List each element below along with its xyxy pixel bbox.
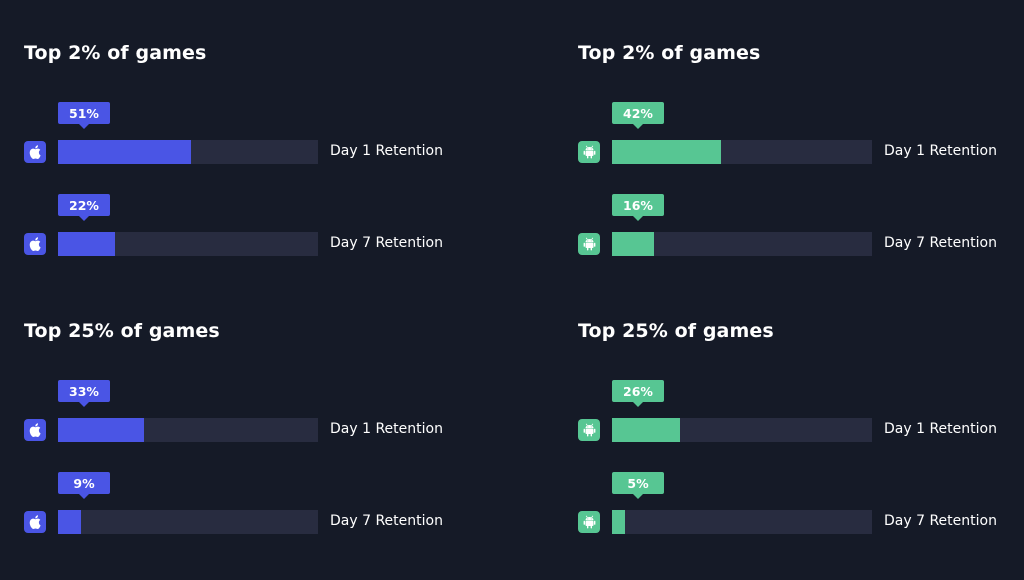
chart-title: Top 2% of games	[578, 42, 761, 64]
apple-icon	[24, 511, 46, 533]
bar-fill	[58, 510, 82, 534]
metric-label: Day 7 Retention	[884, 513, 997, 529]
metric-label: Day 1 Retention	[884, 421, 997, 437]
chart-title: Top 2% of games	[24, 42, 207, 64]
bar-fill	[612, 140, 722, 164]
value-badge: 5%	[612, 472, 664, 499]
chart-android-top-2: Top 2% of games 42% Day 1 Retention 16% …	[578, 42, 1024, 272]
bar-row: 33% Day 1 Retention	[24, 380, 494, 450]
metric-label: Day 1 Retention	[330, 421, 443, 437]
bar-track	[58, 418, 318, 442]
value-badge: 9%	[58, 472, 110, 499]
bar-fill	[58, 232, 116, 256]
bar-track	[612, 510, 872, 534]
android-icon	[578, 511, 600, 533]
chart-ios-top-2: Top 2% of games 51% Day 1 Retention 22% …	[24, 42, 494, 272]
metric-label: Day 7 Retention	[330, 235, 443, 251]
metric-label: Day 7 Retention	[330, 513, 443, 529]
android-icon	[578, 419, 600, 441]
android-icon	[578, 233, 600, 255]
bar-fill	[612, 510, 625, 534]
chart-title: Top 25% of games	[24, 320, 220, 342]
value-badge: 22%	[58, 194, 110, 221]
apple-icon	[24, 233, 46, 255]
bar-fill	[58, 418, 144, 442]
android-icon	[578, 141, 600, 163]
bar-row: 22% Day 7 Retention	[24, 194, 494, 264]
chart-title: Top 25% of games	[578, 320, 774, 342]
bar-track	[612, 418, 872, 442]
bar-row: 16% Day 7 Retention	[578, 194, 1024, 264]
value-badge: 16%	[612, 194, 664, 221]
bar-row: 26% Day 1 Retention	[578, 380, 1024, 450]
bar-row: 42% Day 1 Retention	[578, 102, 1024, 172]
chart-android-top-25: Top 25% of games 26% Day 1 Retention 5% …	[578, 320, 1024, 550]
bar-row: 9% Day 7 Retention	[24, 472, 494, 542]
bar-row: 5% Day 7 Retention	[578, 472, 1024, 542]
apple-icon	[24, 419, 46, 441]
bar-row: 51% Day 1 Retention	[24, 102, 494, 172]
value-badge: 26%	[612, 380, 664, 407]
bar-fill	[612, 232, 654, 256]
apple-icon	[24, 141, 46, 163]
bar-track	[58, 140, 318, 164]
value-badge: 51%	[58, 102, 110, 129]
bar-track	[612, 140, 872, 164]
value-badge: 33%	[58, 380, 110, 407]
bar-track	[612, 232, 872, 256]
metric-label: Day 1 Retention	[330, 143, 443, 159]
value-badge: 42%	[612, 102, 664, 129]
metric-label: Day 7 Retention	[884, 235, 997, 251]
metric-label: Day 1 Retention	[884, 143, 997, 159]
chart-ios-top-25: Top 25% of games 33% Day 1 Retention 9% …	[24, 320, 494, 550]
bar-track	[58, 232, 318, 256]
bar-fill	[612, 418, 680, 442]
bar-fill	[58, 140, 191, 164]
bar-track	[58, 510, 318, 534]
